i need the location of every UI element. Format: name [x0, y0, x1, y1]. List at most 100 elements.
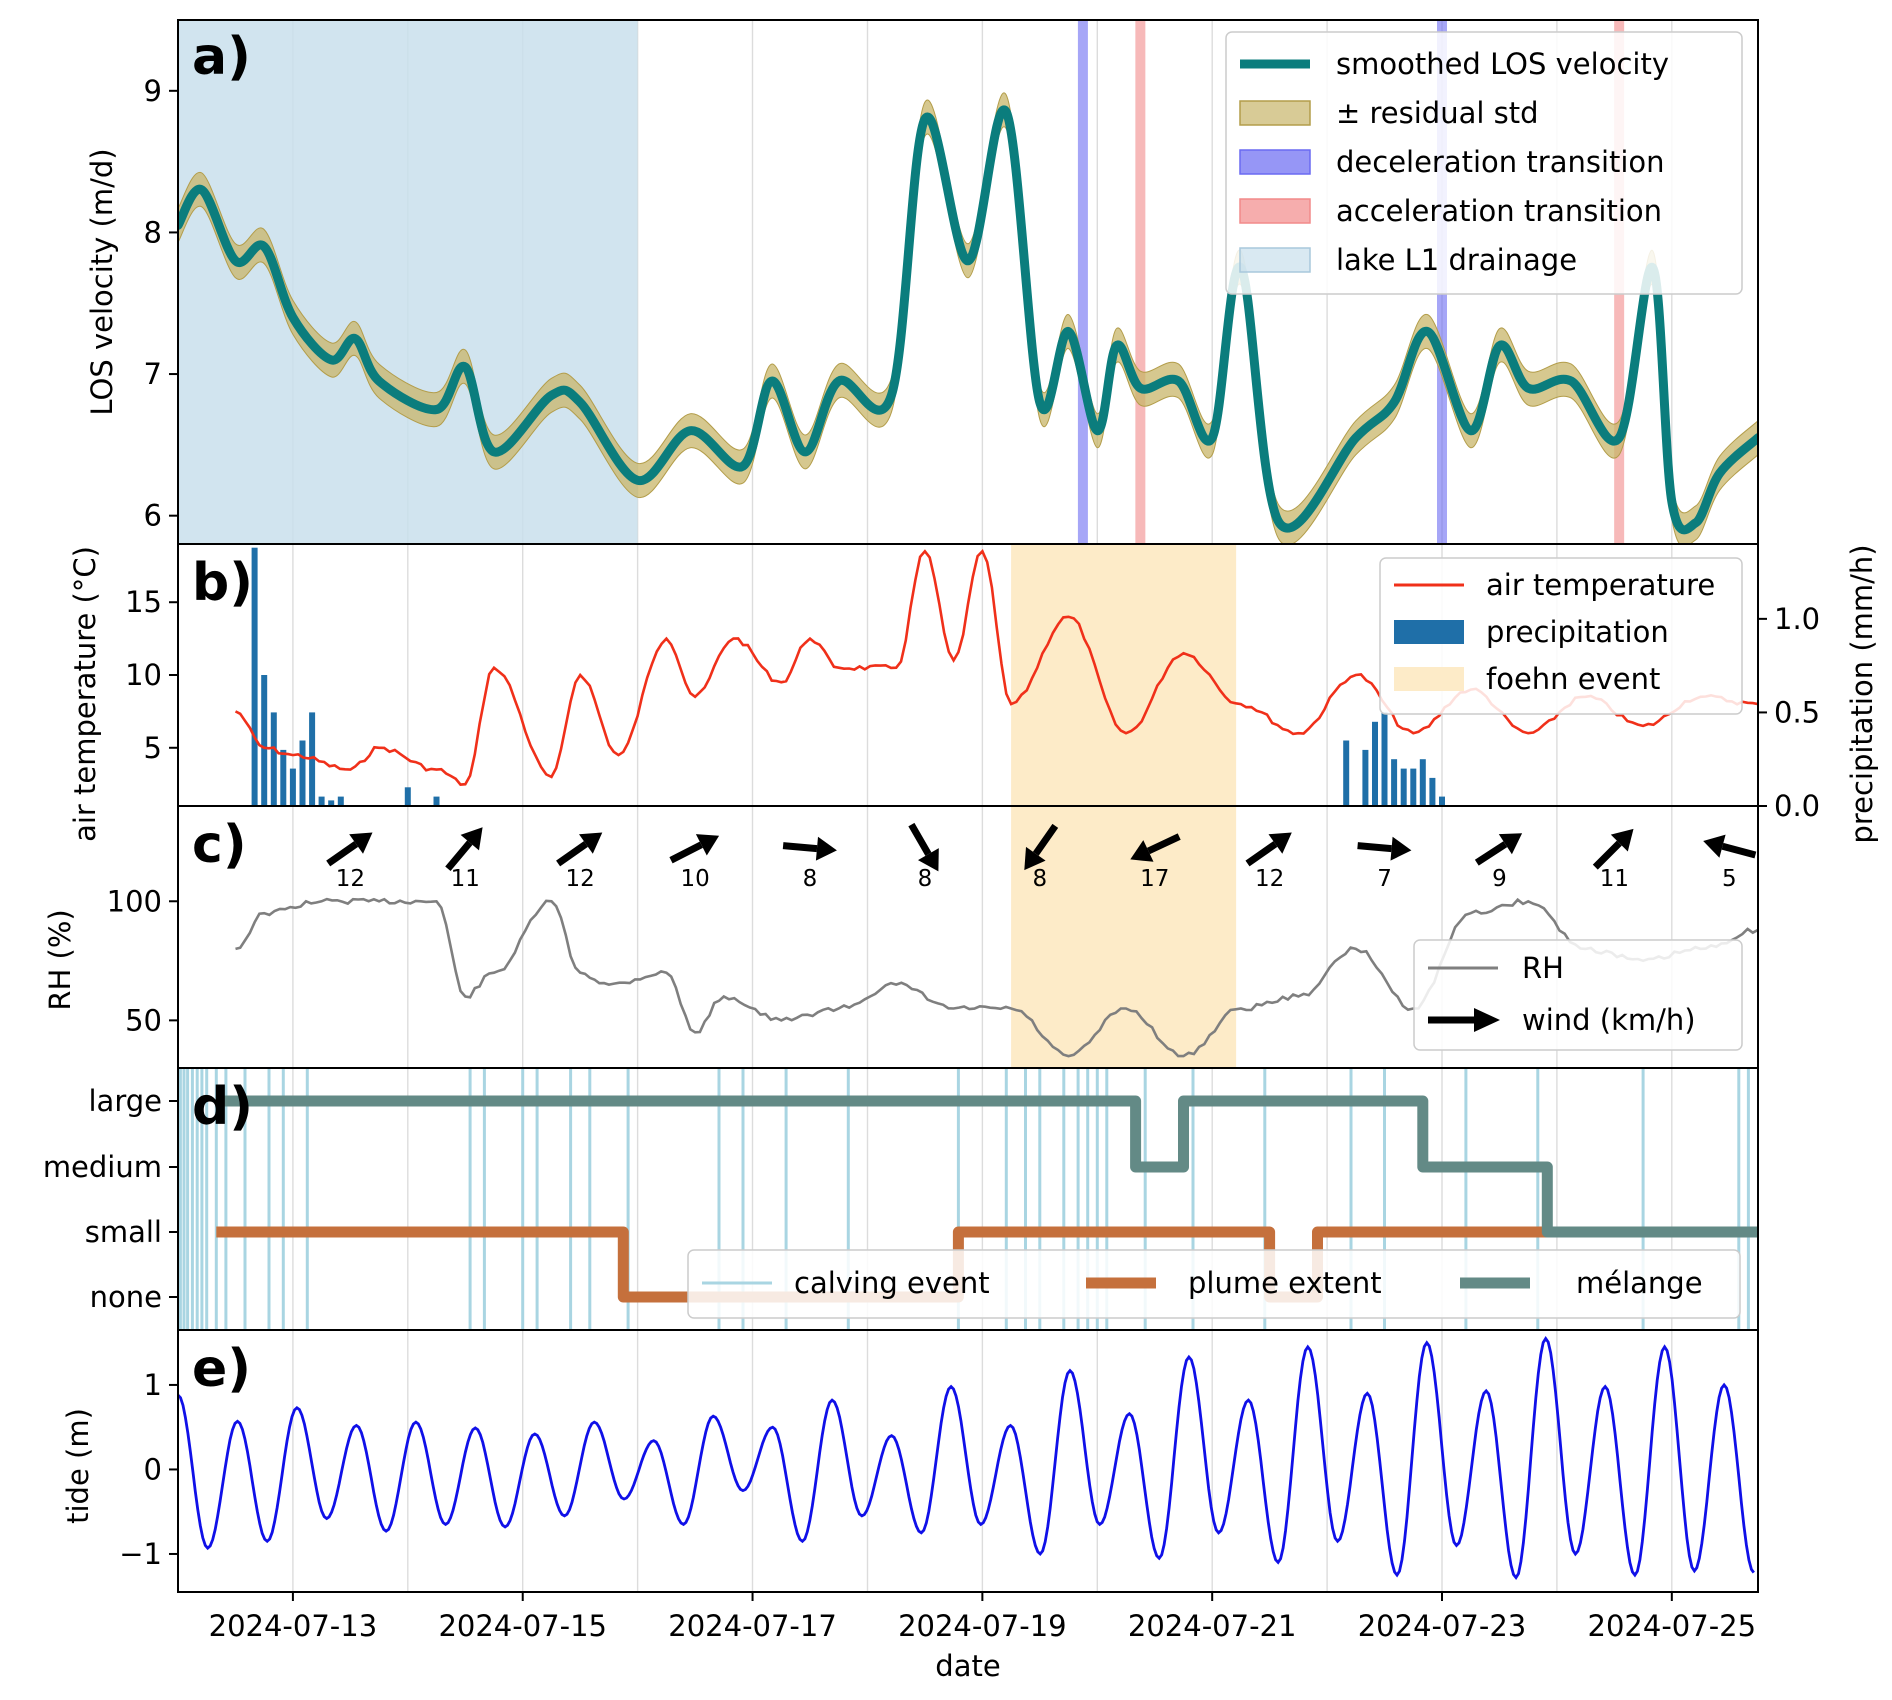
wind-arrow-head — [815, 836, 837, 861]
y-category-label: none — [90, 1280, 162, 1314]
wind-arrow-head — [918, 848, 939, 872]
wind-arrow-shaft — [782, 842, 818, 853]
precipitation-bar — [404, 787, 411, 806]
y-tick-label: 0.0 — [1774, 789, 1820, 823]
legend-swatch — [1394, 620, 1464, 644]
wind-arrow-shaft — [1474, 841, 1508, 866]
axes-ticks-labels: 6 7 8 9 5 10 15 0.0 0.5 1.0 50 100 −1 0 1 none small medi… — [43, 74, 1820, 1643]
y-tick-label: 0 — [144, 1452, 162, 1486]
wind-speed-label: 8 — [803, 866, 818, 892]
melange-line — [216, 1095, 1758, 1238]
y-category-label: large — [89, 1084, 163, 1118]
x-tick-label: 2024-07-23 — [1358, 1609, 1527, 1643]
legend-swatch — [1239, 198, 1311, 224]
wind-speed-label: 7 — [1377, 866, 1392, 892]
precipitation-bar — [1410, 768, 1417, 806]
precipitation-bar — [1362, 749, 1369, 806]
y-tick-label: 1 — [144, 1368, 162, 1402]
precipitation-bar — [1400, 768, 1407, 806]
legend-label: deceleration transition — [1336, 145, 1665, 179]
panel-e-tide — [178, 1335, 1755, 1581]
wind-arrow-shaft — [1357, 842, 1392, 853]
y-tick-label: 15 — [125, 585, 162, 619]
legend-swatch — [1394, 667, 1464, 691]
legend-label: smoothed LOS velocity — [1336, 47, 1669, 81]
wind-arrow-shaft — [445, 840, 473, 871]
legend-swatch — [1474, 1008, 1500, 1032]
wind-arrow-head — [1610, 828, 1634, 852]
y-tick-label: 5 — [144, 731, 162, 765]
wind-arrow-head — [1268, 832, 1292, 854]
y-axis-label-a: LOS velocity (m/d) — [85, 148, 119, 415]
precipitation-bar — [261, 675, 268, 806]
y-tick-label: 1.0 — [1774, 602, 1820, 636]
wind-arrow-head — [1390, 836, 1412, 861]
wind-speed-label: 12 — [1255, 866, 1284, 892]
wind-arrow-shaft — [1032, 823, 1059, 856]
legend-label: ± residual std — [1336, 96, 1539, 130]
wind-speed-label: 12 — [566, 866, 595, 892]
legend-box — [1379, 557, 1743, 715]
acceleration-span — [1135, 20, 1146, 544]
legends: smoothed LOS velocity ± residual std decel… — [687, 31, 1743, 1319]
wind-arrow-head — [695, 834, 720, 856]
panel-e-label: e) — [192, 1339, 251, 1399]
legend-swatch — [1239, 247, 1311, 273]
wind-speed-label: 10 — [680, 866, 709, 892]
x-axis-label: date — [935, 1649, 1000, 1683]
axes-frame — [177, 1329, 1759, 1593]
foehn-event-span — [1011, 544, 1237, 806]
wind-speed-label: 17 — [1140, 866, 1169, 892]
y-axis-label-e: tide (m) — [61, 1408, 95, 1524]
wind-arrow-head — [1024, 846, 1046, 871]
wind-arrow-shaft — [908, 822, 932, 856]
panel-b-temperature — [234, 544, 1758, 806]
tide-line — [178, 1335, 1755, 1581]
x-tick-label: 2024-07-19 — [898, 1609, 1067, 1643]
precipitation-bar — [280, 749, 287, 806]
panel-a-label: a) — [192, 27, 251, 87]
x-tick-label: 2024-07-25 — [1588, 1609, 1757, 1643]
wind-speed-label: 12 — [336, 866, 365, 892]
wind-speed-label: 8 — [1032, 866, 1047, 892]
y-tick-label: 6 — [144, 499, 162, 533]
legend-swatch — [1239, 100, 1311, 126]
precipitation-bar — [289, 768, 296, 806]
legend-label: lake L1 drainage — [1336, 243, 1577, 277]
wind-arrow-head — [1130, 840, 1154, 862]
legend-label: mélange — [1576, 1266, 1703, 1300]
precipitation-bar — [328, 800, 335, 806]
precipitation-bar — [299, 740, 306, 806]
precipitation-bar — [270, 712, 277, 806]
panel-d-label: d) — [192, 1077, 253, 1137]
y-tick-label: 100 — [107, 884, 162, 918]
wind-speed-label: 9 — [1492, 866, 1507, 892]
legend-box — [687, 1249, 1741, 1319]
wind-arrow-head — [460, 827, 483, 851]
y-tick-label: 10 — [125, 658, 162, 692]
panel-b-label: b) — [192, 553, 253, 613]
precipitation-bar — [433, 796, 440, 806]
precipitation-bar — [1429, 777, 1436, 806]
legend-label: foehn event — [1486, 662, 1660, 696]
wind-arrow-shaft — [1592, 840, 1622, 870]
precipitation-bar — [1439, 796, 1445, 806]
y-axis-label-c: RH (%) — [43, 909, 77, 1010]
foehn-event-span-c — [1011, 806, 1237, 1068]
legend-label: precipitation — [1486, 615, 1669, 649]
wind-arrow-shaft — [1146, 833, 1181, 855]
lake-drainage-span — [178, 20, 638, 544]
axes-frames — [177, 19, 1759, 1593]
precipitation-bar — [1381, 712, 1388, 806]
precipitation-bar — [1372, 721, 1378, 806]
precipitation-bar — [251, 547, 258, 806]
y-axis-label-b: air temperature (°C) — [68, 546, 102, 842]
wind-arrow-head — [579, 832, 603, 854]
wind-arrow-head — [1703, 834, 1726, 858]
rh-line — [235, 897, 1758, 1058]
precipitation-bar — [309, 712, 316, 806]
x-tick-label: 2024-07-21 — [1128, 1609, 1297, 1643]
x-tick-label: 2024-07-13 — [209, 1609, 378, 1643]
precipitation-bar — [1419, 759, 1426, 806]
